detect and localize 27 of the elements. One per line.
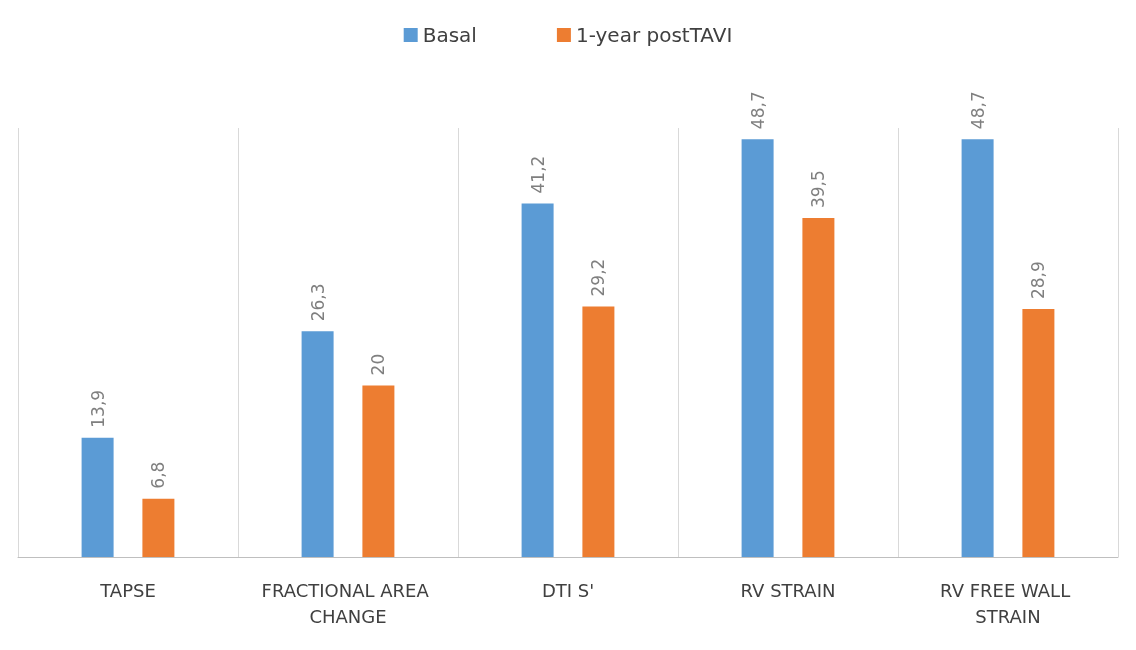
data-label: 28,9 [1028, 261, 1049, 300]
data-label: 20 [368, 353, 389, 376]
x-tick-label: FRACTIONAL AREA CHANGE [261, 579, 435, 627]
data-label: 48,7 [967, 91, 988, 130]
x-tick-label: RV STRAIN [740, 579, 836, 601]
bar [521, 203, 554, 557]
bar [582, 306, 615, 557]
bar [1022, 309, 1055, 557]
data-label: 13,9 [87, 389, 108, 428]
x-tick-label: DTI S' [541, 579, 595, 601]
x-tick-label: TAPSE [99, 579, 156, 601]
bar [81, 437, 114, 557]
bar [142, 498, 175, 557]
legend-label: 1-year postTAVI [575, 23, 733, 47]
bar [961, 139, 994, 557]
data-label: 41,2 [527, 155, 548, 194]
bar [741, 139, 774, 557]
data-label: 29,2 [588, 258, 609, 297]
legend-label: Basal [422, 23, 477, 47]
data-label: 48,7 [747, 91, 768, 130]
bar [301, 331, 334, 557]
data-label: 6,8 [148, 461, 169, 489]
bar [802, 218, 835, 557]
x-tick-label: RV FREE WALL STRAIN [940, 579, 1076, 627]
bar [362, 385, 395, 557]
data-label: 39,5 [808, 170, 829, 209]
data-label: 26,3 [307, 283, 328, 322]
